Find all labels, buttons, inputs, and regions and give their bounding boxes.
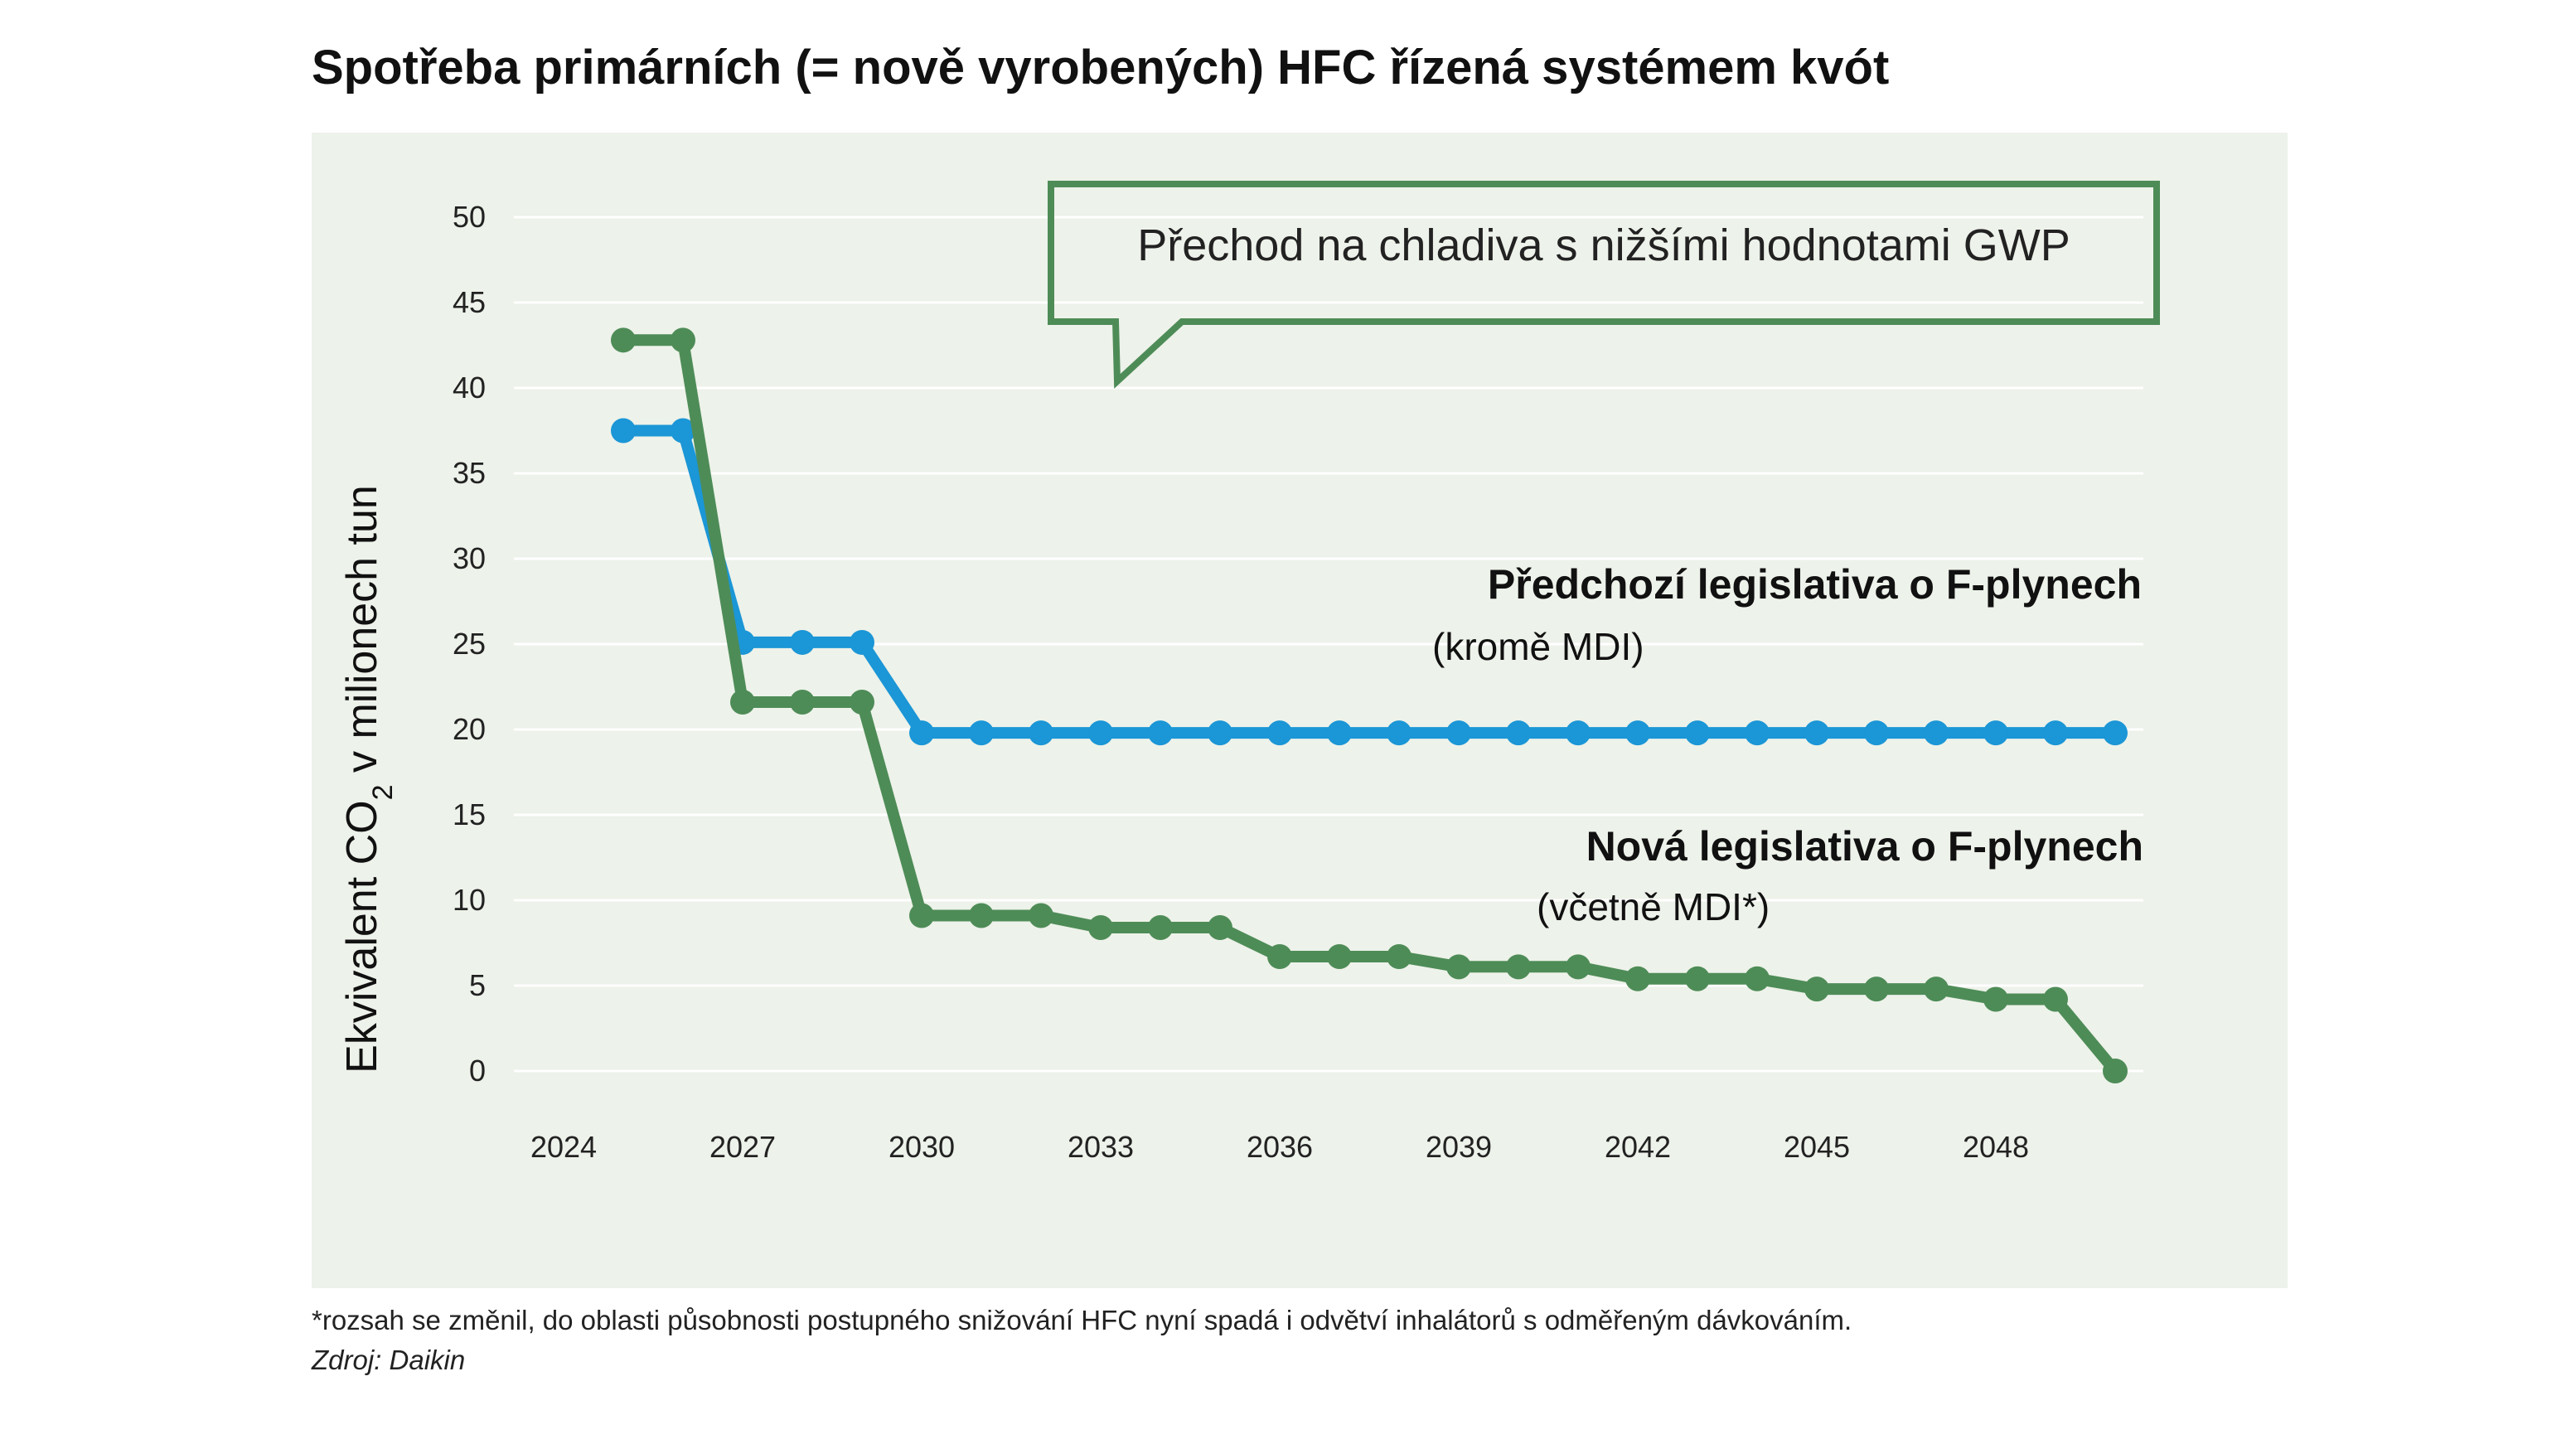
data-point [1804, 976, 1829, 1002]
data-point [1685, 966, 1710, 991]
data-point [2103, 1059, 2128, 1083]
data-point [1327, 943, 1352, 969]
data-point [1148, 720, 1173, 746]
data-point [909, 903, 934, 928]
y-tick-label: 35 [453, 456, 486, 490]
data-point [790, 629, 815, 655]
data-point [1446, 720, 1471, 746]
series-label-blue: Předchozí legislativa o F-plynech (kromě… [1432, 561, 2142, 668]
data-point [1029, 720, 1053, 746]
data-point [969, 720, 994, 746]
source-note: Zdroj: Daikin [312, 1345, 466, 1375]
data-point [1804, 720, 1829, 746]
data-point [790, 690, 815, 715]
x-tick-label: 2027 [709, 1130, 776, 1164]
chart-title: Spotřeba primárních (= nově vyrobených) … [312, 41, 1890, 94]
data-point [969, 903, 994, 928]
callout-bubble [1048, 181, 2160, 389]
data-point [1864, 720, 1889, 746]
data-point [1506, 720, 1531, 746]
data-point [671, 327, 695, 353]
y-tick-label: 30 [453, 541, 486, 575]
data-point [611, 327, 636, 353]
data-point [909, 720, 934, 746]
data-point [1387, 720, 1411, 746]
y-tick-label: 0 [469, 1054, 486, 1088]
data-point [1387, 943, 1411, 969]
y-axis-title: Ekvivalent CO2 v milionech tun [338, 485, 399, 1073]
x-tick-label: 2036 [1247, 1130, 1313, 1164]
x-tick-label: 2039 [1426, 1130, 1492, 1164]
chart-panel: 0 5 10 15 20 25 30 35 40 45 50 2024 2027 2030 2033 203… [312, 133, 2288, 1288]
callout-text: Přechod na chladiva s nižšími hodnotami … [1137, 220, 2070, 270]
y-tick-label: 20 [453, 712, 486, 746]
series-label-blue-title: Předchozí legislativa o F-plynech [1488, 561, 2142, 608]
series-label-green-subtitle: (včetně MDI*) [1537, 885, 1770, 928]
line-chart: 0 5 10 15 20 25 30 35 40 45 50 2024 2027 2030 2033 203… [338, 181, 2160, 1164]
data-point [730, 690, 755, 715]
data-point [1983, 986, 2008, 1012]
x-tick-label: 2045 [1784, 1130, 1850, 1164]
data-point [1088, 720, 1113, 746]
data-point [2043, 720, 2068, 746]
data-point [2103, 720, 2128, 746]
data-point [1924, 720, 1949, 746]
data-point [1566, 720, 1591, 746]
y-tick-label: 50 [453, 200, 486, 234]
y-tick-label: 25 [453, 627, 486, 661]
y-tick-label: 45 [453, 285, 486, 319]
data-point [1625, 720, 1650, 746]
series-label-green: Nová legislativa o F-plynech (včetně MDI… [1537, 823, 2143, 928]
data-point [850, 629, 874, 655]
callout-box: Přechod na chladiva s nižšími hodnotami … [1048, 181, 2160, 389]
series-lines [611, 327, 2128, 1083]
data-point [2043, 986, 2068, 1012]
x-tick-label: 2042 [1605, 1130, 1671, 1164]
data-point [850, 690, 874, 715]
y-tick-label: 15 [453, 797, 486, 831]
y-axis-ticks: 0 5 10 15 20 25 30 35 40 45 50 [453, 200, 486, 1088]
data-point [1029, 903, 1053, 928]
data-point [671, 418, 695, 443]
data-point [1685, 720, 1710, 746]
data-point [1566, 954, 1591, 980]
series-green [611, 327, 2128, 1083]
data-point [1625, 966, 1650, 991]
y-tick-label: 10 [453, 883, 486, 917]
data-point [1148, 914, 1173, 940]
x-tick-label: 2030 [889, 1130, 955, 1164]
x-tick-label: 2033 [1068, 1130, 1134, 1164]
data-point [1088, 914, 1113, 940]
y-tick-label: 40 [453, 371, 486, 405]
data-point [1864, 976, 1889, 1002]
data-point [1745, 966, 1770, 991]
data-point [1208, 914, 1232, 940]
series-blue [611, 418, 2128, 746]
data-point [1327, 720, 1352, 746]
footnote: *rozsah se změnil, do oblasti působnosti… [312, 1305, 1852, 1335]
x-axis-ticks: 2024 2027 2030 2033 2036 2039 2042 2045 2048 [530, 1130, 2029, 1164]
data-point [1267, 943, 1292, 969]
x-tick-label: 2048 [1963, 1130, 2029, 1164]
series-label-blue-subtitle: (kromě MDI) [1432, 625, 1644, 668]
data-point [611, 418, 636, 443]
data-point [1446, 954, 1471, 980]
data-point [1745, 720, 1770, 746]
series-line [617, 334, 2121, 1077]
data-point [1267, 720, 1292, 746]
y-tick-label: 5 [469, 968, 486, 1002]
series-label-green-title: Nová legislativa o F-plynech [1586, 823, 2143, 870]
data-point [1208, 720, 1232, 746]
data-point [1983, 720, 2008, 746]
data-point [1924, 976, 1949, 1002]
data-point [1506, 954, 1531, 980]
x-tick-label: 2024 [530, 1130, 597, 1164]
